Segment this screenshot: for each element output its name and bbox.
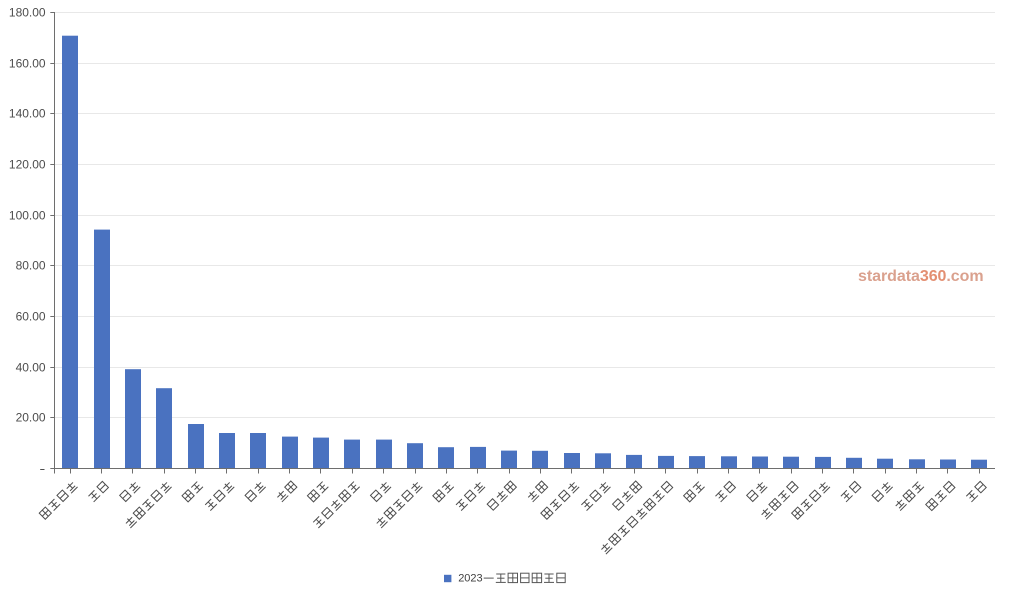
svg-text:20.00: 20.00 (16, 410, 46, 424)
svg-text:100.00: 100.00 (9, 208, 46, 222)
svg-text:2023: 2023 (458, 572, 482, 584)
svg-text:160.00: 160.00 (9, 56, 46, 70)
svg-text:120.00: 120.00 (9, 157, 46, 171)
svg-text:stardata360.com: stardata360.com (858, 268, 984, 285)
svg-text:80.00: 80.00 (16, 258, 46, 272)
svg-text:60.00: 60.00 (16, 309, 46, 323)
svg-text:140.00: 140.00 (9, 106, 46, 120)
svg-text:180.00: 180.00 (9, 5, 46, 19)
svg-text:40.00: 40.00 (16, 360, 46, 374)
